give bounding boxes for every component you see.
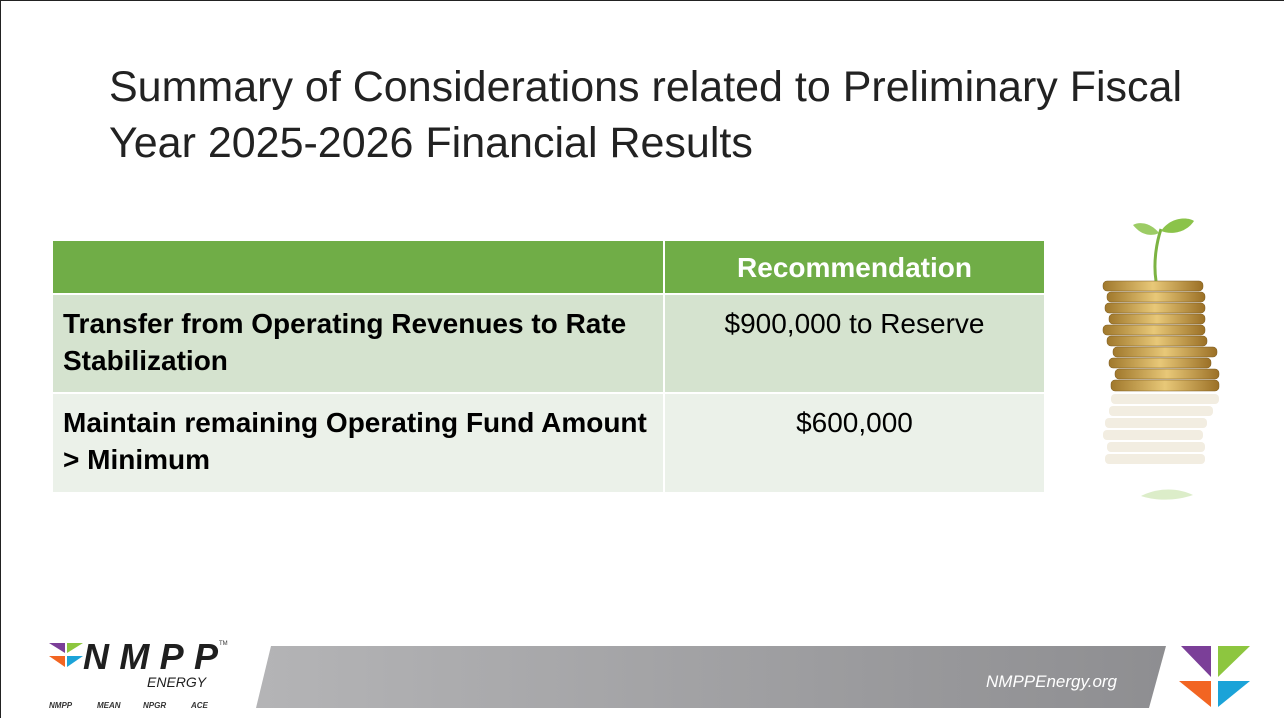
row-label: Maintain remaining Operating Fund Amount…: [53, 393, 665, 492]
brand: NMPP: [49, 701, 73, 710]
brand: ACE: [190, 701, 209, 710]
coin-plant-image: [1102, 218, 1220, 500]
footer-url: NMPPEnergy.org: [986, 672, 1118, 691]
recommendation-table: Recommendation Transfer from Operating R…: [53, 241, 1044, 492]
brand: NPGR: [143, 701, 166, 710]
logo-text: NMPP: [83, 636, 219, 677]
table-row: Maintain remaining Operating Fund Amount…: [53, 393, 1044, 492]
brand: MEAN: [97, 701, 121, 710]
row-label: Transfer from Operating Revenues to Rate…: [53, 294, 665, 394]
header-cell: Recommendation: [664, 241, 1044, 295]
header-row: Recommendation: [53, 241, 1044, 295]
slide-title: Summary of Considerations related to Pre…: [109, 63, 1183, 167]
row-value: $900,000 to Reserve: [664, 294, 1044, 394]
row-value: $600,000: [664, 393, 1044, 492]
logo-subtext: ENERGY: [147, 674, 208, 690]
left-logo: NMPP TM ENERGY NMPP MEAN NPGR ACE: [49, 636, 228, 710]
logo-trademark: TM: [219, 641, 228, 647]
header-cell: [53, 241, 665, 295]
table-row: Transfer from Operating Revenues to Rate…: [53, 294, 1044, 394]
right-logo: [1179, 646, 1250, 707]
footer-bar: [256, 646, 1166, 708]
